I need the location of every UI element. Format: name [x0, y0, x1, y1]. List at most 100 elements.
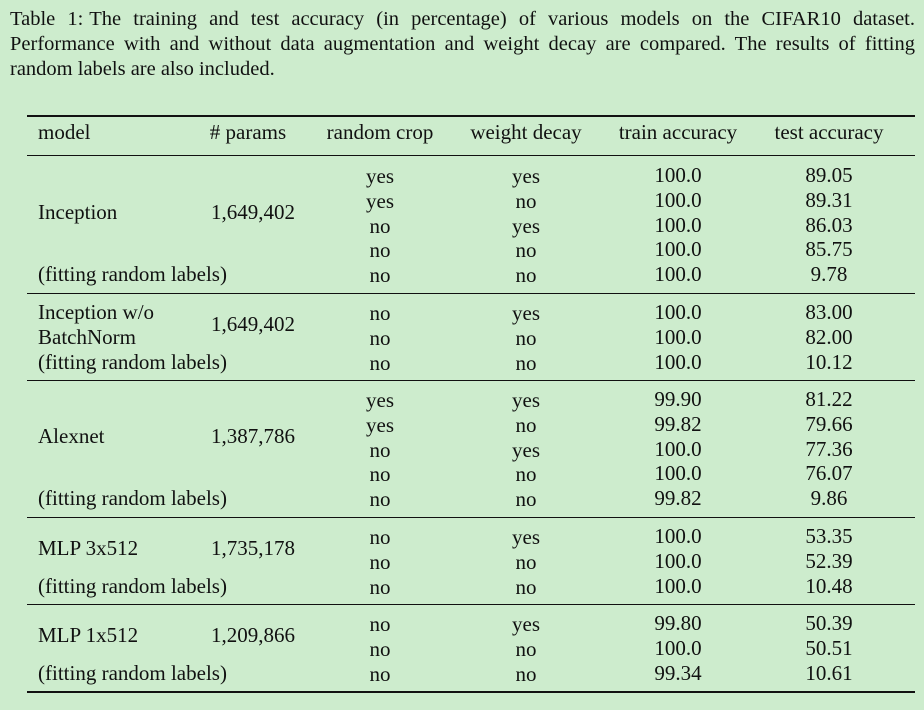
cell-train-accuracy: 100.0 [654, 548, 702, 573]
param-count: 1,649,402 [211, 200, 295, 225]
group-separator-rule [27, 380, 915, 381]
cell-test-accuracy: 77.36 [805, 436, 853, 461]
model-name: MLP 3x512 [38, 536, 139, 561]
cell-test-accuracy: 85.75 [805, 237, 853, 262]
cell-weight-decay: yes [512, 164, 540, 188]
cell-random-crop: no [369, 213, 391, 238]
header-model: model [38, 120, 91, 144]
cell-train-accuracy: 100.0 [654, 436, 702, 461]
cell-random-crop: no [369, 238, 391, 263]
group-separator-rule [27, 604, 915, 605]
cell-test-accuracy: 10.48 [805, 573, 853, 598]
row-label: (fitting random labels) [38, 573, 227, 598]
cell-test-accuracy: 83.00 [805, 300, 853, 324]
model-name: MLP 1x512 [38, 623, 139, 648]
cell-train-accuracy: 100.0 [654, 163, 702, 187]
cell-weight-decay: yes [512, 301, 540, 325]
cell-random-crop: no [369, 612, 391, 636]
cell-test-accuracy: 50.51 [805, 635, 853, 660]
row-label: (fitting random labels) [38, 486, 227, 511]
cell-random-crop: no [369, 462, 391, 487]
header-rule [27, 155, 915, 156]
cell-train-accuracy: 100.0 [654, 524, 702, 548]
cell-test-accuracy: 86.03 [805, 212, 853, 237]
cell-test-accuracy: 50.39 [805, 611, 853, 635]
param-count: 1,209,866 [211, 623, 295, 648]
table-caption: Table 1: The training and test accuracy (… [10, 7, 915, 82]
cell-weight-decay: no [515, 238, 537, 263]
param-count: 1,649,402 [211, 312, 295, 337]
cell-test-accuracy: 89.05 [805, 163, 853, 187]
cell-train-accuracy: 100.0 [654, 212, 702, 237]
cell-weight-decay: yes [512, 612, 540, 636]
model-name: Inception w/o [38, 300, 155, 324]
header-train-accuracy: train accuracy [618, 120, 738, 144]
header-params: # params [209, 120, 287, 144]
cell-random-crop: no [369, 325, 391, 350]
cell-weight-decay: no [515, 636, 537, 661]
cell-random-crop: no [369, 661, 391, 686]
cell-test-accuracy: 81.22 [805, 387, 853, 411]
model-name: Inception [38, 200, 118, 225]
cell-train-accuracy: 100.0 [654, 324, 702, 349]
cell-train-accuracy: 100.0 [654, 349, 702, 374]
cell-weight-decay: no [515, 350, 537, 375]
cell-random-crop: yes [366, 188, 394, 213]
table-bottom-rule [27, 691, 915, 693]
cell-test-accuracy: 52.39 [805, 548, 853, 573]
cell-random-crop: no [369, 350, 391, 375]
param-count: 1,735,178 [211, 536, 295, 561]
cell-train-accuracy: 99.34 [654, 660, 702, 685]
cell-test-accuracy: 89.31 [805, 187, 853, 212]
cell-test-accuracy: 10.12 [805, 349, 853, 374]
cell-weight-decay: no [515, 412, 537, 437]
cell-train-accuracy: 99.80 [654, 611, 702, 635]
table-top-rule [27, 115, 915, 117]
cell-random-crop: no [369, 437, 391, 462]
cell-weight-decay: no [515, 462, 537, 487]
model-name: Alexnet [38, 424, 105, 449]
cell-weight-decay: no [515, 549, 537, 574]
group-separator-rule [27, 517, 915, 518]
cell-weight-decay: no [515, 263, 537, 288]
cell-weight-decay: no [515, 574, 537, 599]
cell-train-accuracy: 100.0 [654, 237, 702, 262]
row-label: (fitting random labels) [38, 660, 227, 685]
caption-label: Table 1: [10, 8, 84, 30]
cell-random-crop: no [369, 574, 391, 599]
cell-test-accuracy: 9.78 [810, 262, 848, 287]
cell-random-crop: no [369, 487, 391, 512]
cell-test-accuracy: 82.00 [805, 324, 853, 349]
cell-train-accuracy: 100.0 [654, 635, 702, 660]
row-label: (fitting random labels) [38, 262, 227, 287]
cell-weight-decay: no [515, 487, 537, 512]
header-weight-decay: weight decay [470, 120, 582, 144]
cell-random-crop: no [369, 549, 391, 574]
cell-train-accuracy: 99.90 [654, 387, 702, 411]
cell-train-accuracy: 100.0 [654, 262, 702, 287]
cell-weight-decay: no [515, 188, 537, 213]
header-test-accuracy: test accuracy [774, 120, 884, 144]
cell-train-accuracy: 100.0 [654, 461, 702, 486]
cell-weight-decay: yes [512, 437, 540, 462]
cell-train-accuracy: 100.0 [654, 573, 702, 598]
model-name-line2: BatchNorm [38, 324, 136, 349]
cell-random-crop: no [369, 263, 391, 288]
cell-test-accuracy: 10.61 [805, 660, 853, 685]
param-count: 1,387,786 [211, 424, 295, 449]
cell-weight-decay: no [515, 661, 537, 686]
cell-test-accuracy: 9.86 [810, 486, 848, 511]
cell-random-crop: yes [366, 412, 394, 437]
cell-test-accuracy: 76.07 [805, 461, 853, 486]
cell-weight-decay: no [515, 325, 537, 350]
cell-random-crop: yes [366, 388, 394, 412]
cell-train-accuracy: 99.82 [654, 486, 702, 511]
cell-weight-decay: yes [512, 213, 540, 238]
cell-weight-decay: yes [512, 388, 540, 412]
cell-random-crop: no [369, 301, 391, 325]
cell-train-accuracy: 100.0 [654, 187, 702, 212]
header-random-crop: random crop [326, 120, 434, 144]
cell-random-crop: no [369, 525, 391, 549]
cell-random-crop: no [369, 636, 391, 661]
group-separator-rule [27, 293, 915, 294]
